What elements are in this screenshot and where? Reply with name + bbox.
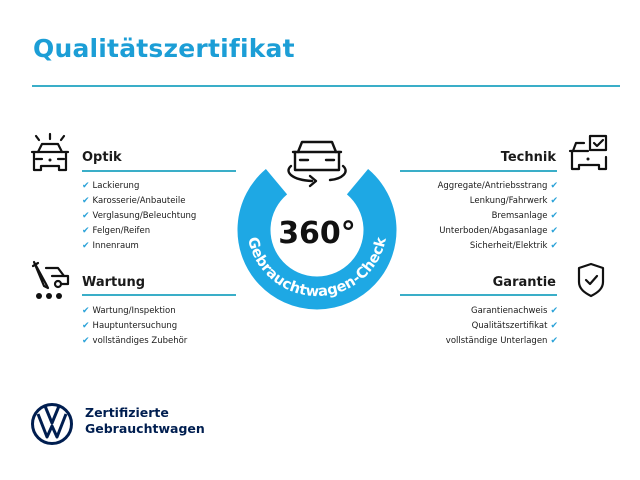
car-rotate-icon [287, 140, 347, 188]
list-item: ✔ Hauptuntersuchung [82, 321, 178, 331]
check-icon: ✔ [550, 336, 558, 346]
wartung-list: ✔ Wartung/Inspektion ✔ Hauptuntersuchung ✔… [82, 304, 187, 349]
list-item: ✔ Wartung/Inspektion [82, 306, 176, 316]
list-item: ✔ Felgen/Reifen [82, 226, 151, 236]
section-heading-garantie: Garantie [492, 275, 556, 290]
garantie-list: Garantienachweis ✔ Qualitätszertifikat ✔ v… [380, 304, 558, 349]
section-heading-optik: Optik [82, 150, 122, 165]
check-icon: ✔ [550, 196, 558, 206]
shield-check-icon [577, 262, 605, 298]
list-item: Lenkung/Fahrwerk ✔ [469, 196, 558, 206]
section-divider [400, 170, 557, 172]
check-icon: ✔ [82, 226, 90, 236]
check-icon: ✔ [82, 241, 90, 251]
check-icon: ✔ [550, 241, 558, 251]
list-item: ✔ Lackierung [82, 181, 140, 191]
footer-brand-text: Zertifizierte Gebrauchtwagen [85, 405, 205, 436]
list-item: ✔ Innenraum [82, 241, 139, 251]
check-icon: ✔ [82, 196, 90, 206]
check-icon: ✔ [82, 321, 90, 331]
list-item: Bremsanlage ✔ [491, 211, 558, 221]
section-heading-wartung: Wartung [82, 275, 146, 290]
page-title: Qualitätszertifikat [33, 34, 295, 63]
check-icon: ✔ [550, 321, 558, 331]
check-icon: ✔ [550, 306, 558, 316]
vw-logo [31, 403, 73, 445]
list-item: Qualitätszertifikat ✔ [471, 321, 558, 331]
list-item: vollständige Unterlagen ✔ [445, 336, 558, 346]
check-icon: ✔ [82, 211, 90, 221]
maintenance-car-icon [31, 260, 70, 299]
list-item: Unterboden/Abgasanlage ✔ [439, 226, 558, 236]
optik-list: ✔ Lackierung ✔ Karosserie/Anbauteile ✔ Verg… [82, 179, 196, 254]
section-divider [82, 170, 236, 172]
list-item: Aggregate/Antriebsstrang ✔ [437, 181, 558, 191]
check-icon: ✔ [82, 306, 90, 316]
list-item: ✔ Verglasung/Beleuchtung [82, 211, 197, 221]
section-divider [400, 294, 557, 296]
ring-arc [237, 169, 397, 310]
section-heading-technik: Technik [500, 150, 556, 165]
technik-list: Aggregate/Antriebsstrang ✔ Lenkung/Fahrwe… [380, 179, 558, 254]
check-icon: ✔ [550, 211, 558, 221]
section-divider [82, 294, 236, 296]
check-icon: ✔ [550, 226, 558, 236]
list-item: Garantienachweis ✔ [471, 306, 558, 316]
car-headlights-icon [30, 132, 70, 172]
list-item: Sicherheit/Elektrik ✔ [469, 241, 558, 251]
check-icon: ✔ [550, 181, 558, 191]
title-divider [32, 85, 620, 87]
car-checkbox-icon [568, 134, 608, 171]
center-value: 360° [278, 216, 356, 251]
check-icon: ✔ [82, 336, 90, 346]
check-icon: ✔ [82, 181, 90, 191]
list-item: ✔ Karosserie/Anbauteile [82, 196, 186, 206]
list-item: ✔ vollständiges Zubehör [82, 336, 188, 346]
